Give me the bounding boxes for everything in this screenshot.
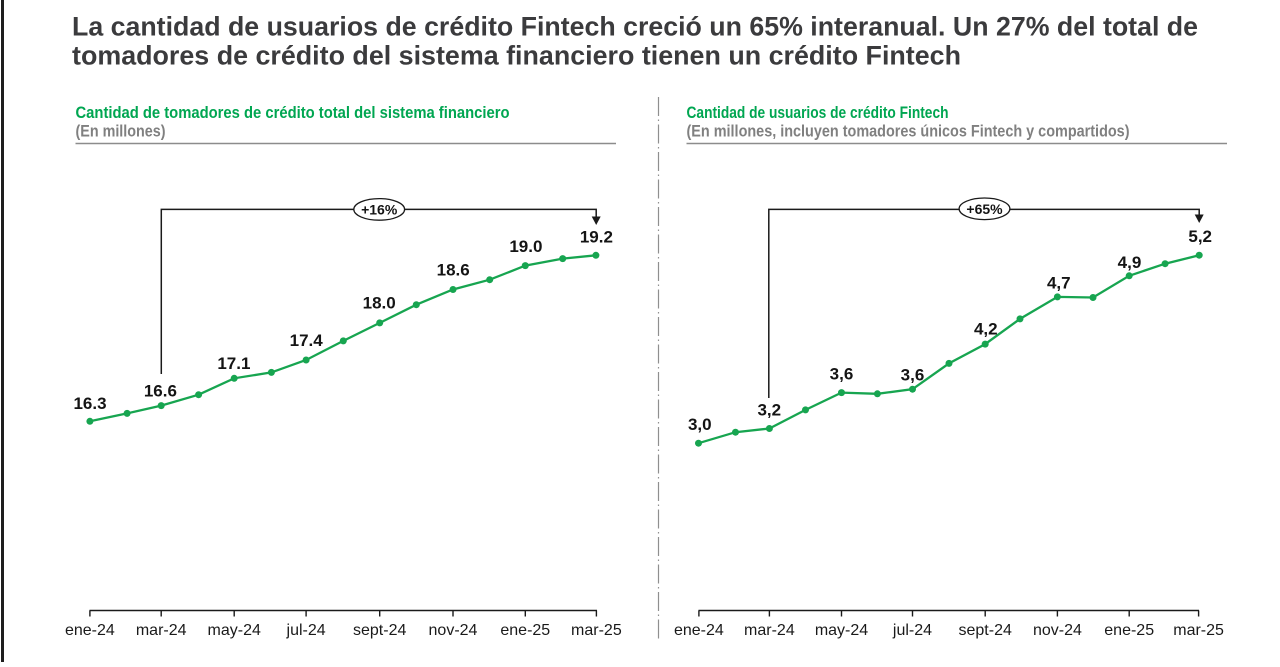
svg-text:may-24: may-24 [208,622,261,639]
svg-text:3,2: 3,2 [757,401,781,420]
svg-text:La cantidad de usuarios de cré: La cantidad de usuarios de crédito Finte… [72,12,1198,42]
svg-text:nov-24: nov-24 [429,622,478,639]
svg-text:sept-24: sept-24 [353,622,406,639]
svg-text:tomadores de crédito del siste: tomadores de crédito del sistema financi… [72,41,961,71]
svg-text:4,9: 4,9 [1118,253,1142,272]
svg-text:19.2: 19.2 [580,227,613,246]
svg-text:may-24: may-24 [815,622,868,639]
svg-text:16.6: 16.6 [144,382,177,401]
svg-text:ene-24: ene-24 [65,622,115,639]
svg-text:mar-25: mar-25 [1173,622,1224,639]
svg-text:nov-24: nov-24 [1033,622,1082,639]
svg-text:3,0: 3,0 [688,415,712,434]
svg-text:+16%: +16% [361,201,398,217]
svg-text:+65%: +65% [966,201,1003,217]
svg-text:3,6: 3,6 [830,365,854,384]
svg-text:mar-24: mar-24 [744,622,795,639]
svg-text:mar-24: mar-24 [136,622,187,639]
svg-text:mar-25: mar-25 [571,622,622,639]
svg-text:(En millones): (En millones) [76,122,166,141]
svg-text:18.0: 18.0 [363,294,396,313]
svg-text:sept-24: sept-24 [959,622,1012,639]
svg-text:ene-24: ene-24 [674,622,724,639]
svg-text:4,7: 4,7 [1047,274,1071,293]
svg-text:(En millones, incluyen tomador: (En millones, incluyen tomadores únicos … [687,122,1130,141]
svg-text:16.3: 16.3 [73,394,106,413]
svg-text:Cantidad de tomadores de crédi: Cantidad de tomadores de crédito total d… [76,103,510,122]
svg-text:3,6: 3,6 [901,366,925,385]
svg-text:17.4: 17.4 [290,331,324,350]
svg-text:5,2: 5,2 [1188,227,1212,246]
svg-text:ene-25: ene-25 [1104,622,1154,639]
svg-text:18.6: 18.6 [437,260,470,279]
svg-text:19.0: 19.0 [509,237,542,256]
svg-text:jul-24: jul-24 [892,622,932,639]
svg-text:4,2: 4,2 [974,320,998,339]
svg-text:Cantidad de usuarios de crédit: Cantidad de usuarios de crédito Fintech [687,103,949,122]
svg-text:ene-25: ene-25 [500,622,550,639]
svg-text:jul-24: jul-24 [286,622,326,639]
svg-text:17.1: 17.1 [217,354,250,373]
